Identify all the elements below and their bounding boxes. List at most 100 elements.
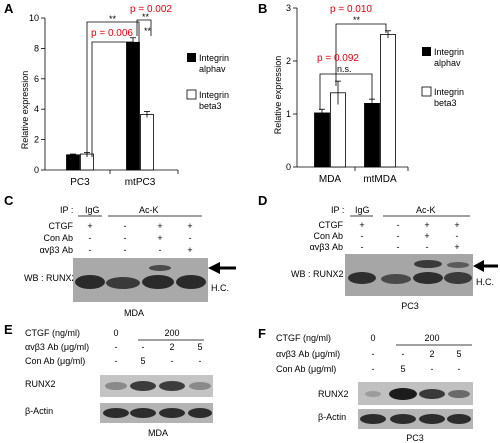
ip-d-wb: WB : RUNX2 [291, 269, 344, 279]
ip-d-s21: - [397, 242, 400, 252]
ip-d-label: IP : [331, 205, 344, 215]
legend-b-beta3-1: Integrin [434, 87, 464, 97]
ip-d-s12: + [424, 231, 429, 241]
dose-e-s11: - [142, 342, 145, 352]
panel-e-label: E [4, 322, 13, 337]
y-tick-label: 6 [34, 74, 39, 84]
ip-c-s02: + [157, 221, 162, 231]
panel-a: A Relative expression 0 2 4 6 8 10 PC3 mtPC3 p… [4, 1, 229, 188]
bar-beta3-mtpc3 [140, 114, 154, 171]
dose-f-s23: - [458, 364, 461, 374]
ip-c-hc: H.C. [211, 283, 229, 293]
bar-alphav-mtpc3 [126, 41, 140, 171]
legend-b-alphav-2: alphav [434, 58, 461, 68]
legend-a-beta3-swatch [186, 89, 197, 100]
ip-d-hc: H.C. [476, 277, 494, 287]
ip-d-s23: + [454, 242, 459, 252]
category-label: MDA [319, 174, 342, 185]
panel-f-label: F [258, 326, 266, 341]
dose-e-ctgf-200: 200 [164, 328, 179, 338]
ip-d-row-conab: Con Ab [313, 231, 343, 241]
panel-a-yticks: 0 2 4 6 8 10 [29, 13, 45, 175]
dose-e-ctgf-0: 0 [113, 328, 118, 338]
ip-d-igg: IgG [355, 205, 370, 215]
panel-a-categories: PC3 mtPC3 [70, 177, 155, 188]
dose-f-s12: 2 [429, 349, 434, 359]
panel-b-categories: MDA mtMDA [319, 174, 397, 185]
ip-d-s02: + [424, 220, 429, 230]
blot-e-actin-membrane [100, 403, 213, 423]
dose-f-ctgf-0: 0 [370, 333, 375, 343]
dose-f-actin: β-Actin [318, 412, 346, 422]
blot-f-runx2 [358, 382, 473, 405]
bar-alphav-mda [314, 112, 330, 168]
ip-c-row-conab: Con Ab [43, 233, 73, 243]
dose-f-s13: 5 [456, 349, 461, 359]
ip-c-wb: WB : RUNX2 [24, 273, 77, 283]
blot-f-runx2-band-3 [419, 389, 445, 399]
bar-alphav-mtmda [364, 103, 380, 168]
ip-d-s00: + [359, 220, 364, 230]
category-label: PC3 [70, 177, 90, 188]
blot-e-runx2-band-4 [189, 382, 211, 390]
ip-d-s11: - [397, 231, 400, 241]
ip-c-s11: - [124, 233, 127, 243]
ip-d-s22: - [426, 242, 429, 252]
panel-a-ylabel: Relative expression [20, 71, 30, 150]
blot-f-runx2-band-1 [365, 391, 381, 397]
blot-c [73, 258, 208, 302]
panel-a-axes [44, 18, 179, 174]
annot-a-star1: ** [142, 12, 150, 22]
annot-b-star: ** [353, 15, 361, 25]
dose-e-s20: - [115, 356, 118, 366]
legend-a-alphav-swatch [187, 53, 196, 62]
annot-b-ns: n.s. [337, 64, 352, 74]
blot-e-runx2-membrane [100, 375, 213, 397]
ip-c-s20: - [89, 245, 92, 255]
dose-e-row-conab: Con Ab (μg/ml) [25, 356, 85, 366]
dose-f-row-conab: Con Ab (μg/ml) [276, 364, 336, 374]
annot-b-p2: p = 0.092 [317, 53, 359, 64]
dose-f-s11: - [402, 349, 405, 359]
panel-a-bars [66, 37, 154, 171]
dose-e-cell: MDA [148, 428, 168, 438]
y-tick-label: 2 [34, 135, 39, 145]
blot-c-band-2 [106, 277, 140, 289]
ip-d-s10: - [361, 231, 364, 241]
panel-c-label: C [4, 193, 14, 208]
blot-e-runx2-band-1 [105, 382, 127, 390]
dose-e-row-ctgf: CTGF (ng/ml) [25, 328, 80, 338]
panel-e: E CTGF (ng/ml) αvβ3 Ab (μg/ml) Con Ab (μ… [4, 322, 213, 438]
dose-f-runx2: RUNX2 [318, 389, 349, 399]
category-label: mtPC3 [125, 177, 156, 188]
panel-c: C IP : IgG Ac-K CTGF Con Ab αvβ3 Ab + - … [4, 193, 236, 318]
bracket-mtpc3 [136, 19, 152, 36]
ip-d-row-ctgf: CTGF [319, 220, 344, 230]
arrow-c-head [208, 262, 220, 274]
annot-a-p2: p = 0.006 [91, 28, 133, 39]
y-tick-label: 1 [286, 109, 291, 119]
panel-a-label: A [4, 1, 14, 16]
bar-beta3-mtmda [380, 34, 396, 168]
y-tick-label: 4 [34, 104, 39, 114]
ip-c-cell: MDA [124, 308, 144, 318]
panel-b-yticks: 0 1 2 3 [286, 3, 297, 172]
blot-e-actin-band-2 [130, 408, 156, 418]
y-tick-label: 0 [34, 165, 39, 175]
dose-f-s21: 5 [400, 364, 405, 374]
ip-c-ack: Ac-K [139, 205, 159, 215]
blot-f-actin-band-3 [419, 414, 445, 424]
ip-c-s23: + [187, 245, 192, 255]
ip-c-s01: - [124, 221, 127, 231]
arrow-d-head [473, 260, 484, 272]
ip-c-row-ctgf: CTGF [49, 221, 74, 231]
legend-a-alphav-1: Integrin [199, 53, 229, 63]
ip-c-s13: - [189, 233, 192, 243]
panel-a-brackets [86, 19, 152, 157]
blot-d-band-4 [444, 272, 472, 284]
ip-c-label: IP : [60, 205, 73, 215]
bracket-b-ns [319, 73, 373, 110]
panel-b-brackets [319, 23, 387, 110]
panel-f: F CTGF (ng/ml) αvβ3 Ab (μg/ml) Con Ab (μ… [258, 326, 473, 443]
dose-f-ctgf-200: 200 [424, 333, 439, 343]
